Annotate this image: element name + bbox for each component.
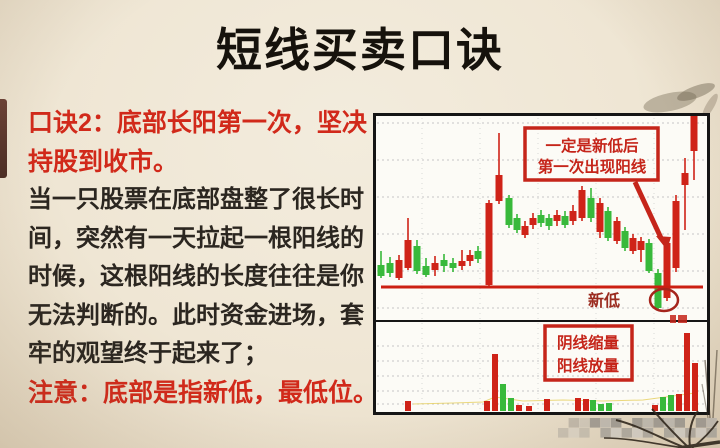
article-line: 当一只股票在底部盘整了很长时 — [28, 186, 364, 213]
new-low-circle — [648, 287, 680, 313]
article-line: 注意：底部是指新低，最低位。 — [28, 378, 379, 407]
new-low-label: 新低 — [588, 291, 620, 310]
stock-chart: 一定是新低后 第一次出现阳线 新低 阴线缩量 阳线放量 — [373, 113, 710, 415]
article-line: 间，突然有一天拉起一根阳线的 — [28, 224, 364, 252]
article-line: 无法判断的。此时资金进场，套 — [28, 301, 364, 329]
article-line: 时候，这根阳线的长度往往是你 — [28, 263, 364, 290]
page-title: 短线买卖口诀 — [216, 24, 504, 76]
pixelated-blocks — [558, 418, 717, 438]
left-edge-decoration — [0, 99, 7, 178]
stock-chart-svg: 一定是新低后 第一次出现阳线 新低 阴线缩量 阳线放量 — [373, 113, 710, 415]
article-line: 持股到收市。 — [28, 147, 179, 176]
callout-arrow-shaft — [632, 180, 664, 240]
volume-rule-line1: 阴线缩量 — [557, 333, 620, 352]
volume-rule-line2: 阳线放量 — [557, 356, 620, 375]
leaf-decoration — [643, 83, 718, 118]
article-line: 口诀2：底部长阳第一次，坚决 — [28, 109, 367, 137]
chart-border — [373, 113, 710, 415]
article-line: 牢的观望终于起来了； — [28, 340, 268, 367]
callout-new-low-first-yang: 一定是新低后 第一次出现阳线 — [523, 126, 671, 250]
article-text: 口诀2：底部长阳第一次，坚决 持股到收市。 当一只股票在底部盘整了很长时 间，突… — [28, 104, 380, 412]
callout-arrow-head — [656, 236, 671, 250]
callout-text-line2: 第一次出现阳线 — [538, 157, 647, 176]
tiny-red-watermark — [670, 315, 687, 323]
callout-text-line1: 一定是新低后 — [545, 136, 639, 155]
chart-data-layers — [375, 115, 708, 413]
callout-volume-rule: 阴线缩量 阳线放量 — [543, 324, 634, 382]
